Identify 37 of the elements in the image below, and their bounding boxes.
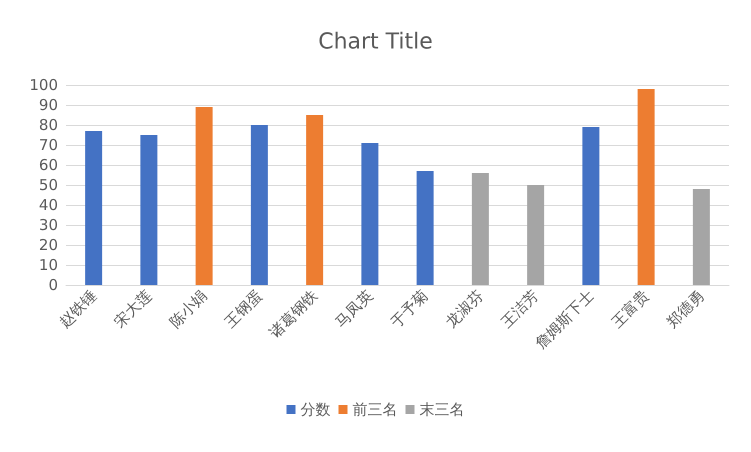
bar	[85, 131, 102, 285]
x-tick-label: 陈小娟	[166, 286, 210, 332]
bar	[472, 173, 489, 285]
bar	[361, 143, 378, 285]
legend-label: 分数	[300, 400, 330, 418]
y-tick-label: 90	[38, 96, 58, 114]
y-tick-label: 0	[48, 276, 58, 294]
x-tick-label: 诸葛钢铁	[266, 286, 321, 342]
y-tick-label: 40	[38, 196, 58, 214]
bar	[638, 89, 655, 285]
bar	[416, 171, 434, 285]
bar	[306, 115, 324, 285]
bar	[250, 125, 268, 285]
x-tick-label: 郑德勇	[663, 286, 708, 332]
x-tick-label: 王富贵	[608, 286, 652, 332]
legend-label: 前三名	[352, 400, 398, 418]
y-tick-label: 60	[38, 156, 58, 174]
bar	[582, 127, 600, 285]
x-tick-label: 于予菊	[386, 286, 432, 332]
y-tick-label: 10	[38, 256, 58, 274]
bar	[527, 185, 544, 285]
x-tick-label: 王钢蛋	[221, 286, 266, 332]
x-tick-label: 宋大莲	[110, 286, 156, 332]
bar	[692, 189, 710, 285]
legend-label: 末三名	[420, 400, 464, 418]
bar	[140, 135, 158, 285]
y-tick-label: 80	[38, 116, 58, 134]
x-tick-label: 马凤英	[332, 286, 376, 332]
y-tick-label: 30	[38, 216, 58, 234]
y-tick-label: 70	[38, 136, 58, 154]
y-tick-label: 50	[38, 176, 58, 194]
y-tick-label: 100	[29, 76, 58, 94]
x-tick-label: 王洁芳	[497, 286, 542, 332]
x-tick-label: 龙淑芬	[442, 286, 487, 332]
y-tick-label: 20	[38, 236, 58, 254]
chart-title: Chart Title	[318, 30, 433, 54]
bar	[196, 107, 213, 285]
